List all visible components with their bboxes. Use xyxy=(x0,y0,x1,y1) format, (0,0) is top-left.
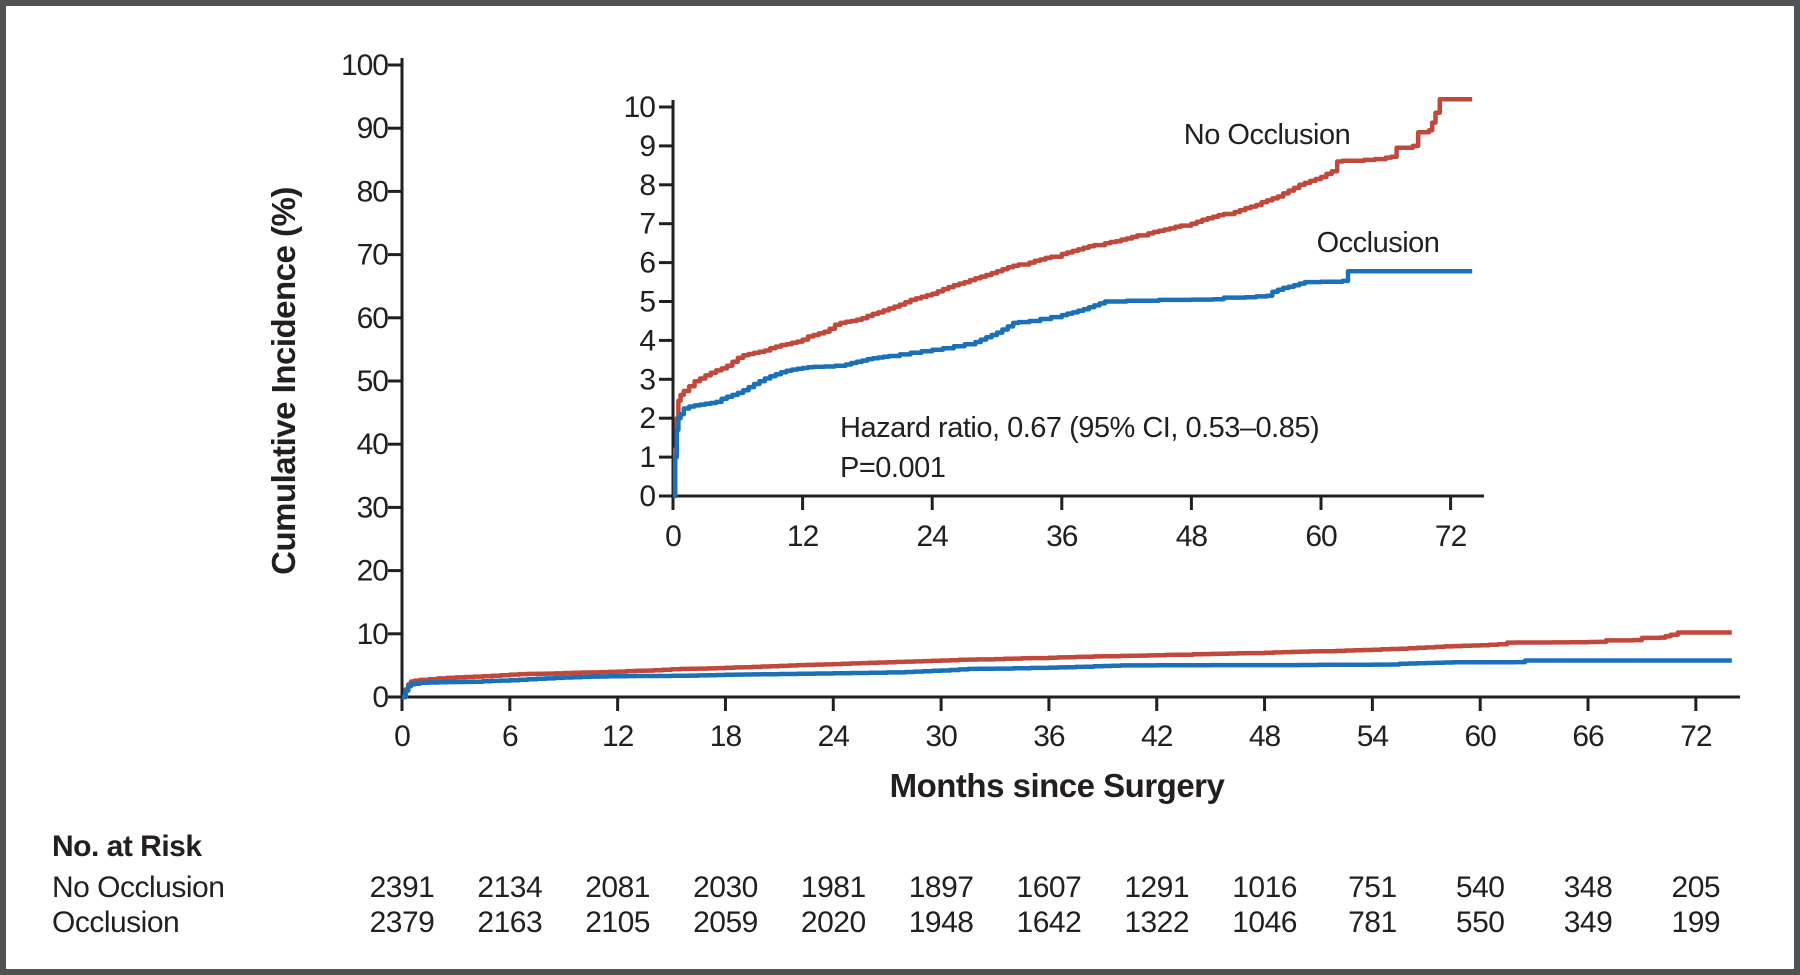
inset-y-tick-label: 5 xyxy=(639,286,655,319)
risk-value: 781 xyxy=(1348,906,1397,939)
main-y-tick-label: 0 xyxy=(372,681,388,714)
series-occlusion-inset-curve xyxy=(672,268,1473,499)
risk-value: 349 xyxy=(1564,906,1613,939)
risk-value: 1642 xyxy=(1017,906,1082,939)
p-value-annotation: P=0.001 xyxy=(840,452,945,484)
series-no-occlusion-main-curve xyxy=(402,630,1732,700)
risk-value: 2081 xyxy=(585,871,650,904)
inset-y-tick-label: 8 xyxy=(639,169,655,202)
y-axis-title: Cumulative Incidence (%) xyxy=(265,187,302,575)
risk-row-label-no-occlusion: No Occlusion xyxy=(52,871,224,904)
inset-y-tick-label: 2 xyxy=(639,402,655,435)
inset-x-tick-label: 36 xyxy=(1046,520,1078,553)
inset-x-tick-label: 0 xyxy=(665,520,681,553)
risk-value: 2105 xyxy=(585,906,650,939)
inset-x-tick-label: 24 xyxy=(917,520,949,553)
risk-value: 205 xyxy=(1672,871,1721,904)
main-x-tick-label: 36 xyxy=(1033,720,1065,753)
main-y-tick-label: 100 xyxy=(341,49,388,82)
risk-value: 1291 xyxy=(1124,871,1189,904)
inset-x-tick-label: 72 xyxy=(1435,520,1467,553)
main-y-tick-label: 50 xyxy=(357,365,389,398)
risk-value: 2020 xyxy=(801,906,866,939)
risk-value: 2379 xyxy=(370,906,435,939)
main-x-tick-label: 72 xyxy=(1680,720,1712,753)
main-x-tick-label: 24 xyxy=(818,720,850,753)
risk-value: 1016 xyxy=(1232,871,1297,904)
inset-x-tick-label: 48 xyxy=(1176,520,1208,553)
main-y-tick-label: 80 xyxy=(357,175,389,208)
inset-y-tick-label: 6 xyxy=(639,247,655,280)
main-x-tick-label: 42 xyxy=(1141,720,1173,753)
series-no-occlusion-inset-curve xyxy=(672,96,1473,499)
series-label-occlusion: Occlusion xyxy=(1317,227,1440,259)
risk-value: 1607 xyxy=(1017,871,1082,904)
inset-x-tick-label: 60 xyxy=(1305,520,1337,553)
inset-y-tick-label: 4 xyxy=(639,324,655,357)
main-x-tick-label: 66 xyxy=(1572,720,1604,753)
main-x-tick-label: 48 xyxy=(1249,720,1281,753)
inset-y-tick-label: 3 xyxy=(639,363,655,396)
risk-value: 2391 xyxy=(370,871,435,904)
risk-value: 2059 xyxy=(693,906,758,939)
main-x-tick-label: 18 xyxy=(710,720,742,753)
risk-value: 2134 xyxy=(477,871,542,904)
series-label-no-occlusion: No Occlusion xyxy=(1184,119,1350,151)
risk-value: 348 xyxy=(1564,871,1613,904)
risk-value: 1046 xyxy=(1232,906,1297,939)
main-x-tick-label: 0 xyxy=(394,720,410,753)
main-x-tick-label: 60 xyxy=(1465,720,1497,753)
risk-row-label-occlusion: Occlusion xyxy=(52,906,179,939)
inset-y-tick-label: 10 xyxy=(624,91,656,124)
main-x-tick-label: 12 xyxy=(602,720,634,753)
risk-table-title: No. at Risk xyxy=(52,830,202,863)
risk-value: 1322 xyxy=(1124,906,1189,939)
inset-y-tick-label: 7 xyxy=(639,208,655,241)
risk-value: 199 xyxy=(1672,906,1721,939)
main-y-tick-label: 60 xyxy=(357,302,389,335)
main-y-tick-label: 40 xyxy=(357,428,389,461)
inset-x-tick-label: 12 xyxy=(787,520,819,553)
risk-value: 2030 xyxy=(693,871,758,904)
main-y-tick-label: 70 xyxy=(357,239,389,272)
risk-value: 540 xyxy=(1456,871,1505,904)
main-y-tick-label: 90 xyxy=(357,112,389,145)
risk-value: 1897 xyxy=(909,871,974,904)
hazard-ratio-annotation: Hazard ratio, 0.67 (95% CI, 0.53–0.85) xyxy=(840,412,1319,444)
main-x-tick-label: 6 xyxy=(502,720,518,753)
main-x-tick-label: 30 xyxy=(925,720,957,753)
x-axis-title: Months since Surgery xyxy=(890,767,1226,804)
risk-table-values: 2391 2134 2081 2030 1981 1897 1607 1291 1016 751 5… xyxy=(370,871,1721,939)
risk-value: 1948 xyxy=(909,906,974,939)
series-occlusion-main-curve xyxy=(402,658,1732,700)
inset-y-tick-label: 1 xyxy=(639,441,655,474)
risk-value: 1981 xyxy=(801,871,866,904)
inset-y-tick-label: 9 xyxy=(639,130,655,163)
main-y-tick-label: 10 xyxy=(357,618,389,651)
main-y-tick-label: 30 xyxy=(357,491,389,524)
inset-y-tick-label: 0 xyxy=(639,480,655,513)
risk-value: 2163 xyxy=(477,906,542,939)
main-x-tick-label: 54 xyxy=(1357,720,1389,753)
main-y-tick-label: 20 xyxy=(357,555,389,588)
risk-value: 550 xyxy=(1456,906,1505,939)
risk-value: 751 xyxy=(1348,871,1397,904)
